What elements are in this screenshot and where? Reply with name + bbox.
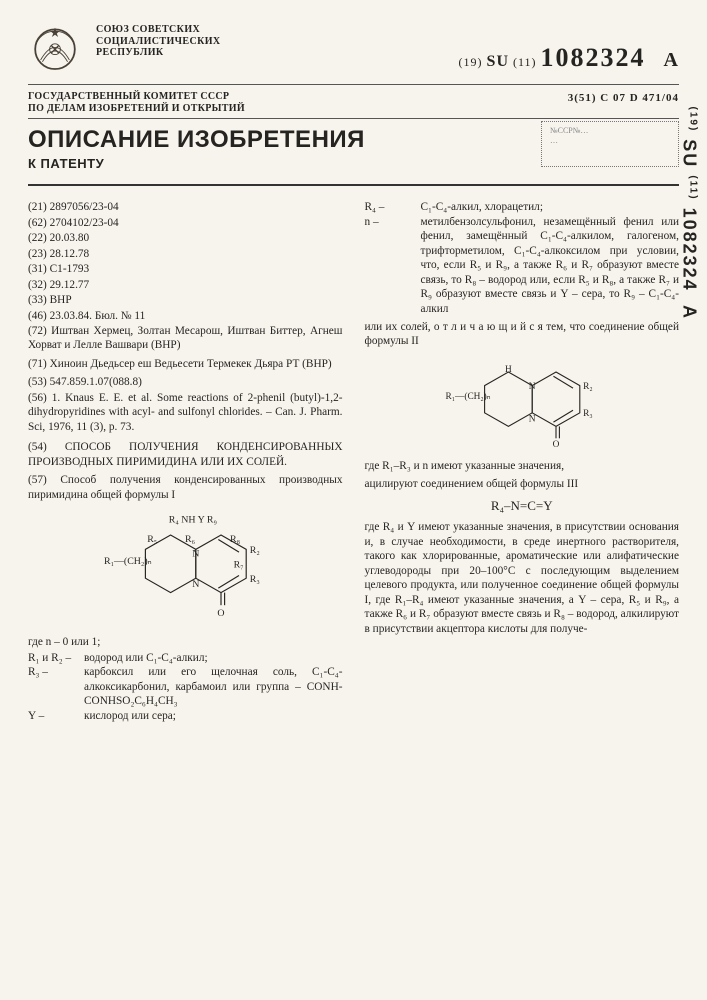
doc-title: ОПИСАНИЕ ИЗОБРЕТЕНИЯ [28,125,365,156]
def-r1r2: R₁ и R₂ – водород или C₁-C₄-алкил; [28,651,343,665]
def-y-sym: Y – [28,709,78,723]
committee-l1: ГОСУДАРСТВЕННЫЙ КОМИТЕТ СССР [28,91,245,103]
def-r1r2-sym: R₁ и R₂ – [28,651,78,665]
union-l3: РЕСПУБЛИК [96,47,221,59]
field-56: (56) 1. Knaus E. E. et al. Some reaction… [28,391,343,434]
svg-text:R₂: R₂ [583,382,593,392]
svg-text:H: H [505,365,512,375]
rule-3 [28,184,679,186]
def-y-txt: кислород или сера; [84,709,343,723]
field-57: (57) Способ получения конденсированных п… [28,473,343,502]
def-r3: R₃ – карбоксил или его щелочная соль, C₁… [28,665,343,708]
spine-a: A [680,305,700,320]
svg-text:R₇: R₇ [234,559,244,570]
spine-prefix: (19) [688,106,699,132]
field-71: (71) Хиноин Дьедьсер еш Ведьесети Термек… [28,357,343,371]
svg-text:N: N [192,549,199,560]
svg-text:R₄ NH Y R₉: R₄ NH Y R₉ [169,514,217,525]
spine-label: (19) SU (11) 1082324 A [678,106,701,320]
stamp-l1: №ССР№… [550,126,670,136]
para-long: где R₄ и Y имеют указанные значения, в п… [365,520,680,636]
spine-su: SU [680,139,700,168]
classification-row: ГОСУДАРСТВЕННЫЙ КОМИТЕТ СССР ПО ДЕЛАМ ИЗ… [28,91,679,114]
body-columns: (21) 2897056/23-04 (62) 2704102/23-04 (2… [28,200,679,723]
field-33: (33) ВНР [28,293,343,307]
field-31: (31) С1-1793 [28,262,343,276]
para-r1r3: где R₁–R₃ и n имеют указанные значения, [365,459,680,473]
union-label: СОЮЗ СОВЕТСКИХ СОЦИАЛИСТИЧЕСКИХ РЕСПУБЛИ… [96,24,221,59]
field-32: (32) 29.12.77 [28,278,343,292]
ussr-emblem-icon [28,24,82,78]
field-72: (72) Иштван Хермец, Золтан Месарош, Иштв… [28,324,343,353]
chem-structure-2: R₁—(CH₂)ₙ N N R₂ R₃ O H [365,355,680,453]
svg-text:R₃: R₃ [250,574,260,585]
def-r4-txt: C₁-C₄-алкил, хлорацетил; [421,200,680,214]
svg-text:R₅: R₅ [147,534,157,545]
field-54: (54) СПОСОБ ПОЛУЧЕНИЯ КОНДЕНСИРОВАННЫХ П… [28,440,343,469]
field-21: (21) 2897056/23-04 [28,200,343,214]
def-r4-sym: R₄ – [365,200,415,214]
def-y: Y – кислород или сера; [28,709,343,723]
svg-text:O: O [552,440,559,449]
chem-structure-1: R₄ NH Y R₉ R₅ R₆ R₈ R₁—(CH₂)ₙ R₂ R₃ N N … [28,508,343,629]
para-soley: или их солей, о т л и ч а ю щ и й с я те… [365,320,680,349]
field-23: (23) 28.12.78 [28,247,343,261]
spine-11: (11) [688,175,699,200]
pub-11: (11) [513,55,537,69]
rule-1 [28,84,679,85]
ipc-classification: 3(51) С 07 D 471/04 [568,91,679,114]
stamp-l2: … [550,136,670,146]
def-n: где n – 0 или 1; [28,635,343,649]
def-n2-sym: n – [365,215,415,320]
svg-text:R₆: R₆ [185,534,195,545]
doc-subtitle: К ПАТЕНТУ [28,156,365,173]
def-r1r2-txt: водород или C₁-C₄-алкил; [84,651,343,665]
def-n2: n – метилбензолсульфонил, незамещённый ф… [365,215,680,320]
spine-num: 1082324 [680,208,700,292]
column-left: (21) 2897056/23-04 (62) 2704102/23-04 (2… [28,200,343,723]
formula-3: R₄–N=C=Y [365,498,680,515]
field-53: (53) 547.859.1.07(088.8) [28,375,343,389]
column-right: R₄ – C₁-C₄-алкил, хлорацетил; n – метилб… [365,200,680,723]
def-r4: R₄ – C₁-C₄-алкил, хлорацетил; [365,200,680,214]
svg-text:O: O [218,608,225,619]
committee-label: ГОСУДАРСТВЕННЫЙ КОМИТЕТ СССР ПО ДЕЛАМ ИЗ… [28,91,245,114]
svg-text:R₁—(CH₂)ₙ: R₁—(CH₂)ₙ [104,556,152,567]
svg-text:N: N [529,382,536,392]
field-22: (22) 20.03.80 [28,231,343,245]
pub-a: A [664,49,679,71]
title-row: ОПИСАНИЕ ИЗОБРЕТЕНИЯ К ПАТЕНТУ №ССР№… … [28,125,679,180]
def-r3-txt: карбоксил или его щелочная соль, C₁-C₄-а… [84,665,343,708]
pub-prefix: (19) [459,55,483,69]
union-l2: СОЦИАЛИСТИЧЕСКИХ [96,36,221,48]
def-r3-sym: R₃ – [28,665,78,708]
committee-l2: ПО ДЕЛАМ ИЗОБРЕТЕНИЙ И ОТКРЫТИЙ [28,103,245,115]
svg-text:R₂: R₂ [250,545,260,556]
rule-2 [28,118,679,119]
para-acyl: ацилируют соединением общей формулы III [365,477,680,491]
publication-number: (19) SU (11) 1082324 A [459,41,679,78]
def-n2-txt: метилбензолсульфонил, незамещённый фенил… [421,215,680,316]
header: СОЮЗ СОВЕТСКИХ СОЦИАЛИСТИЧЕСКИХ РЕСПУБЛИ… [28,24,679,78]
svg-text:N: N [529,414,536,424]
svg-text:N: N [192,579,199,590]
svg-text:R₈: R₈ [230,534,240,545]
svg-text:R₁—(CH₂)ₙ: R₁—(CH₂)ₙ [445,391,490,402]
field-62: (62) 2704102/23-04 [28,216,343,230]
union-l1: СОЮЗ СОВЕТСКИХ [96,24,221,36]
svg-text:R₃: R₃ [583,409,593,419]
registration-stamp: №ССР№… … [541,121,679,167]
field-46: (46) 23.03.84. Бюл. № 11 [28,309,343,323]
pub-num: 1082324 [541,43,646,72]
pub-su: SU [487,53,509,70]
